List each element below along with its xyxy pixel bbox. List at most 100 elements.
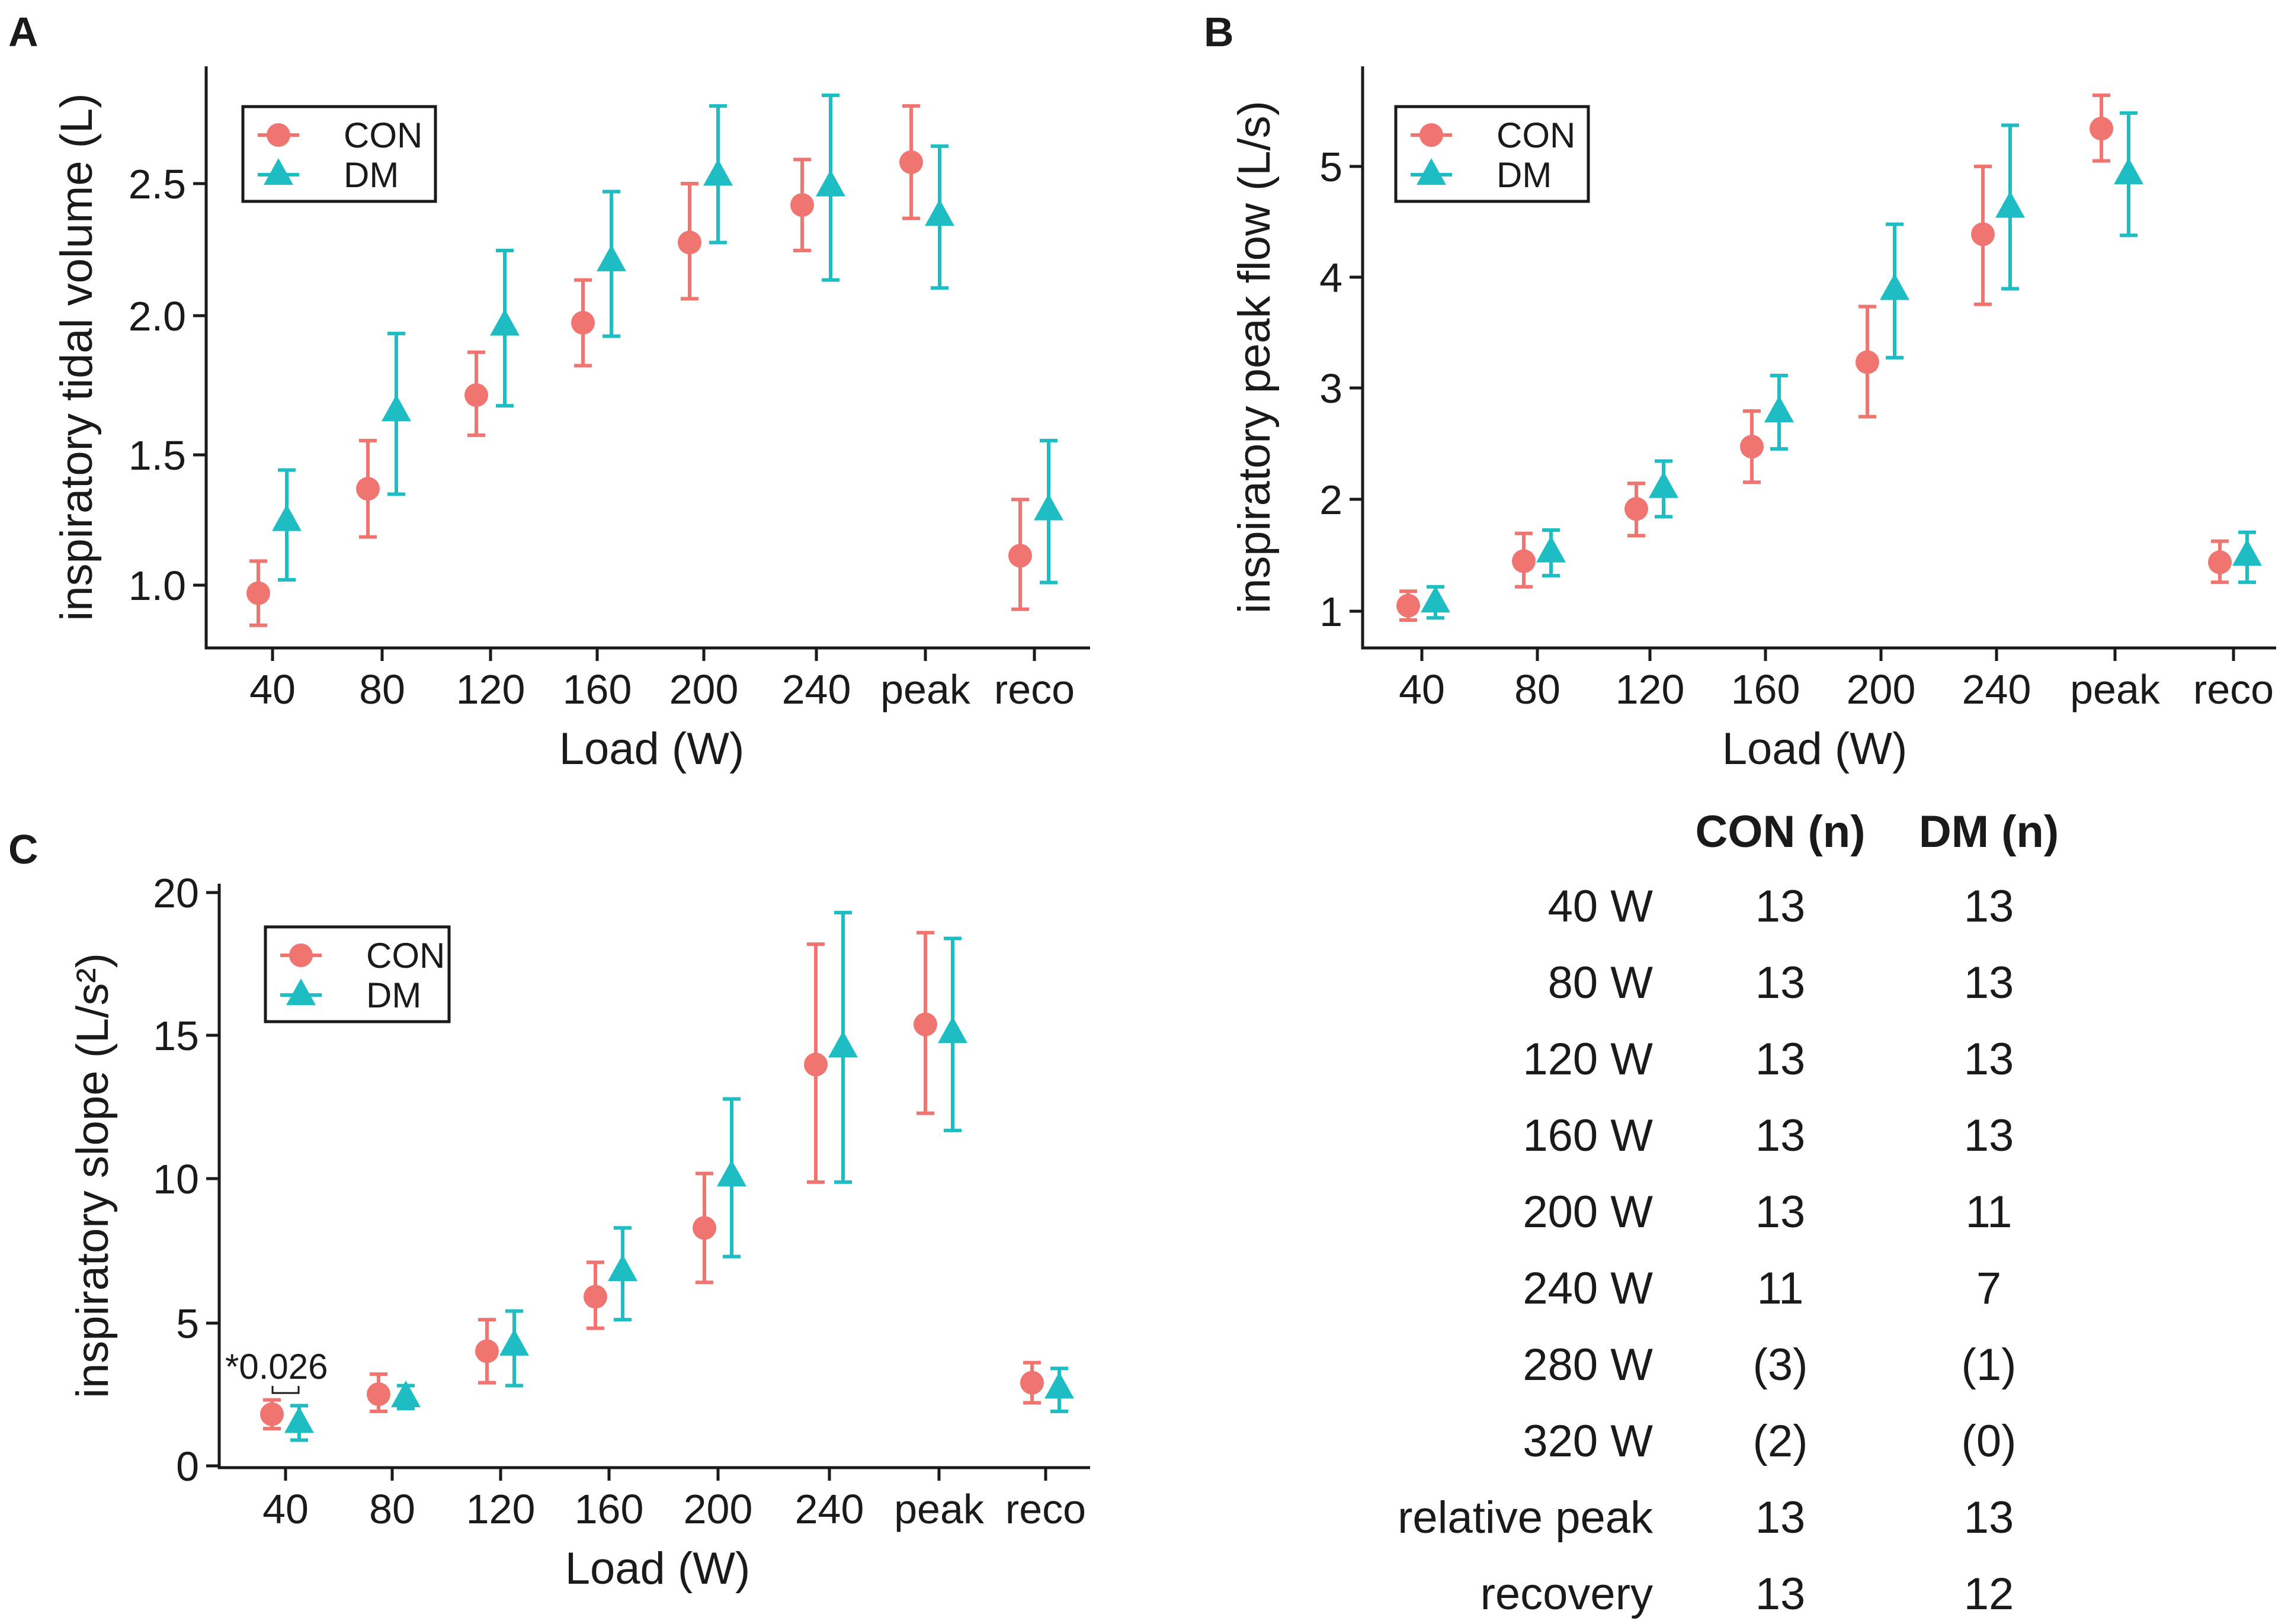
marker-circle [899, 150, 923, 174]
x-axis-label: Load (W) [1722, 724, 1908, 774]
data-point-dm [2232, 530, 2262, 585]
table-row-label: 80 W [1548, 958, 1653, 1008]
legend-box [241, 105, 437, 203]
legend-marker-con [289, 943, 313, 967]
marker-circle [356, 477, 380, 501]
table-row-label: 160 W [1523, 1111, 1653, 1161]
legend-box [1394, 105, 1590, 203]
table-cell-con: 13 [1755, 1569, 1806, 1619]
marker-circle [804, 1052, 828, 1077]
data-point-con [693, 1172, 716, 1285]
data-point-con [1856, 304, 1879, 419]
marker-triangle [391, 1380, 421, 1407]
y-tick-label: 10 [153, 1156, 199, 1202]
table-row-label: relative peak [1398, 1493, 1653, 1543]
table-cell-dm: 12 [1964, 1569, 2014, 1619]
chart-panel-b: B 1 2 3 4 5 40 80 120 160 200 240 peak reco Load (W) in… [1204, 9, 2276, 774]
y-tick-label: 1.5 [129, 432, 186, 479]
data-point-con [367, 1372, 390, 1414]
marker-triangle [925, 199, 954, 226]
marker-circle [260, 1402, 284, 1426]
data-point-con [260, 1398, 284, 1431]
marker-triangle [1880, 273, 1909, 300]
table-row: 280 W (3) (1) [1523, 1340, 2016, 1390]
marker-circle [2208, 550, 2232, 575]
data-point-con [899, 104, 923, 220]
chart-panel-c: C 0 5 10 15 20 40 80 120 160 200 240 peak reco Load (W… [8, 826, 1090, 1594]
x-tick-label: 160 [575, 1486, 644, 1532]
table-row: 160 W 13 13 [1523, 1111, 2014, 1161]
marker-triangle [717, 1160, 746, 1187]
marker-circle [1971, 222, 1995, 246]
y-tick-label: 5 [1319, 144, 1342, 190]
x-tick-label: 200 [669, 666, 739, 712]
table-cell-dm: 13 [1964, 1111, 2014, 1161]
marker-triangle [1995, 191, 2025, 218]
data-point-dm [1421, 585, 1450, 620]
x-tick-label: 240 [782, 666, 851, 712]
table-cell-con: 11 [1757, 1263, 1804, 1314]
data-point-dm [717, 1097, 746, 1259]
y-tick-label: 2.0 [129, 293, 186, 339]
data-point-dm [816, 93, 845, 282]
panel-letter: C [8, 826, 39, 872]
y-axis-label: inspiratory tidal volume (L) [52, 93, 102, 621]
data-point-dm [382, 332, 411, 496]
y-tick-label: 4 [1319, 255, 1342, 301]
data-point-con [246, 559, 270, 627]
table-row: 120 W 13 13 [1523, 1034, 2014, 1084]
data-point-con [804, 942, 828, 1184]
table-row: 240 W 11 7 [1523, 1263, 2001, 1314]
table-row-label: 240 W [1523, 1263, 1653, 1314]
x-tick-label: peak [2070, 666, 2161, 712]
legend-label-dm: DM [366, 975, 421, 1015]
table-cell-con: 13 [1755, 958, 1806, 1008]
legend-marker-con [267, 123, 290, 147]
y-tick-label: 2.5 [129, 161, 186, 207]
data-point-con [584, 1260, 607, 1330]
table-row: 320 W (2) (0) [1523, 1416, 2016, 1466]
data-point-dm [1044, 1366, 1074, 1414]
table-cell-con: 13 [1755, 1493, 1806, 1543]
x-tick-label: 40 [249, 666, 296, 712]
x-tick-label: 80 [359, 666, 405, 712]
marker-triangle [1034, 493, 1063, 521]
table-cell-con: 13 [1755, 1034, 1806, 1084]
table-cell-dm: 13 [1964, 1034, 2014, 1084]
x-tick-label: 160 [563, 666, 632, 712]
marker-triangle [499, 1328, 529, 1356]
chart-panel-a: A 1.0 1.5 2.0 2.5 40 80 120 160 200 240 peak reco Loa… [8, 9, 1090, 774]
table-row: recovery 13 12 [1481, 1569, 2014, 1619]
marker-triangle [938, 1016, 967, 1044]
table-cell-dm: (0) [1962, 1416, 2017, 1466]
x-tick-label: 240 [795, 1486, 864, 1532]
marker-triangle [382, 394, 411, 422]
table-header-con: CON (n) [1695, 807, 1865, 857]
marker-triangle [1536, 535, 1566, 563]
table-cell-dm: 13 [1964, 958, 2014, 1008]
table-row-label: 120 W [1523, 1034, 1653, 1084]
data-point-dm [597, 190, 626, 338]
data-point-dm [938, 936, 967, 1132]
marker-circle [464, 383, 488, 407]
table-row: 40 W 13 13 [1548, 881, 2014, 932]
data-point-con [790, 158, 814, 252]
marker-triangle [608, 1254, 637, 1281]
significance-bracket [271, 1386, 300, 1394]
x-tick-label: 40 [1399, 666, 1445, 712]
y-tick-label: 2 [1319, 477, 1342, 523]
x-axis-label: Load (W) [565, 1543, 751, 1594]
marker-circle [246, 581, 270, 605]
table-row: 200 W 13 11 [1523, 1187, 2012, 1237]
x-tick-label: 200 [1847, 666, 1916, 712]
table-row-label: recovery [1481, 1569, 1653, 1619]
x-tick-label: 240 [1962, 666, 2031, 712]
marker-triangle [703, 159, 733, 186]
marker-circle [914, 1012, 937, 1036]
x-tick-label: 80 [369, 1486, 415, 1532]
x-tick-label: reco [2193, 666, 2274, 712]
table-row-label: 280 W [1523, 1340, 1653, 1390]
